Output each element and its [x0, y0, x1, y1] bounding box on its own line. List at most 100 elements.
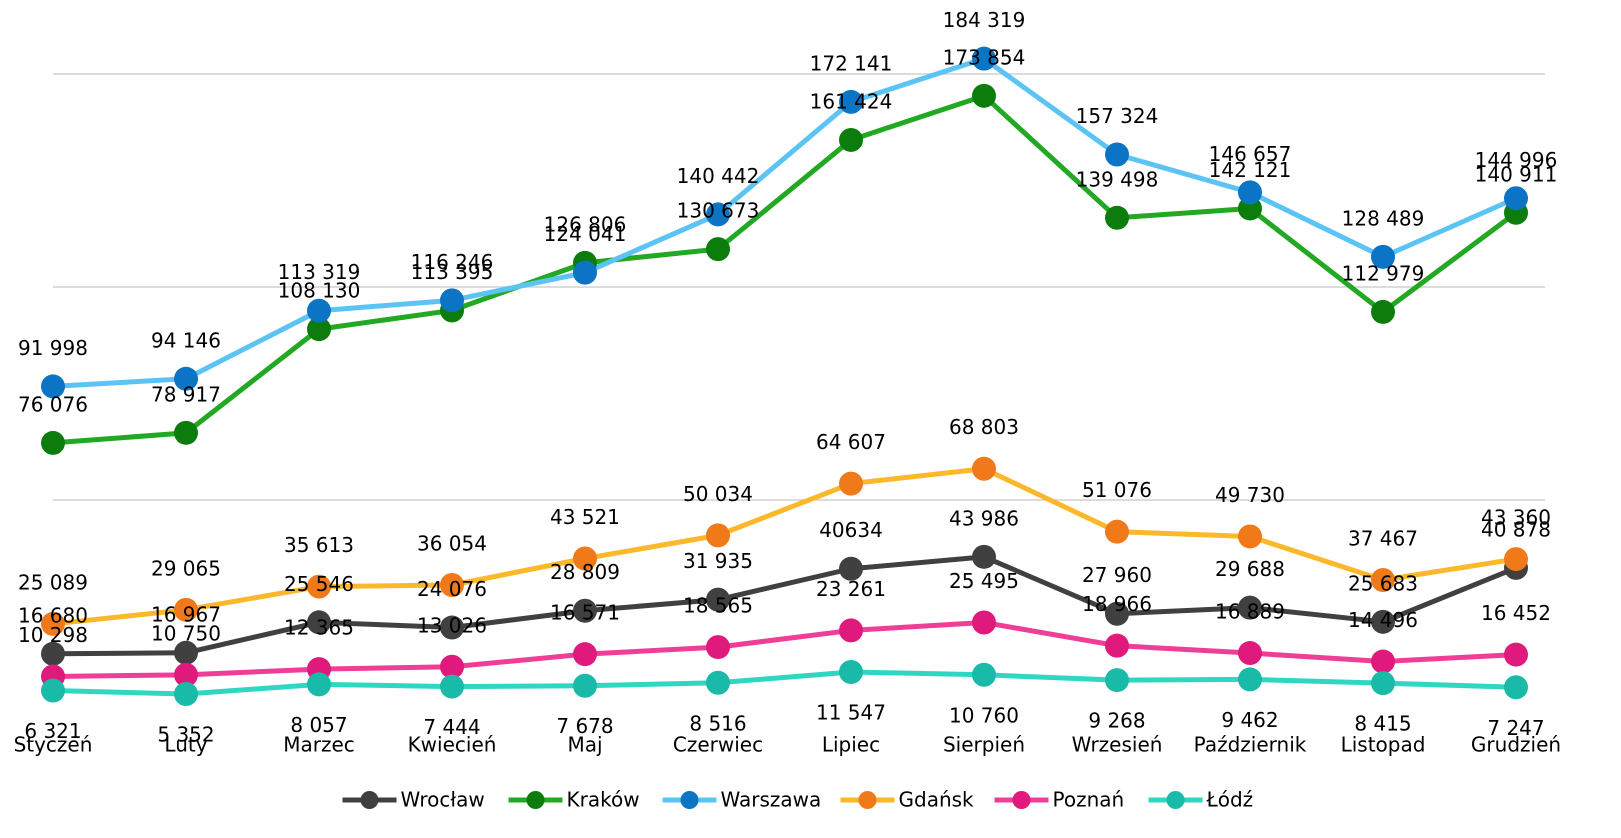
- x-tick-label: Styczeń: [14, 733, 93, 757]
- x-tick-label: Wrzesień: [1072, 733, 1163, 757]
- x-tick-label: Listopad: [1341, 733, 1426, 757]
- data-label: 40 878: [1481, 517, 1551, 541]
- data-label: 40634: [819, 518, 883, 542]
- marker: [1105, 633, 1129, 658]
- marker: [1105, 142, 1129, 167]
- marker: [573, 642, 597, 667]
- data-label: 68 803: [949, 415, 1019, 439]
- data-label: 8 516: [689, 711, 746, 735]
- data-label: 142 121: [1209, 158, 1292, 182]
- series-line: [52, 466, 1517, 627]
- marker: [1238, 595, 1262, 620]
- marker: [41, 678, 65, 703]
- data-label: 11 547: [816, 701, 886, 725]
- x-tick-label: Październik: [1194, 733, 1307, 757]
- data-label: 6 321: [24, 719, 81, 743]
- marker: [440, 288, 464, 313]
- marker: [41, 430, 65, 455]
- data-label: 126 806: [544, 212, 627, 236]
- data-label: 78 917: [151, 382, 221, 406]
- marker: [1371, 671, 1395, 696]
- marker: [972, 46, 996, 71]
- data-label: 25 546: [284, 572, 354, 596]
- data-label: 36 054: [417, 532, 487, 556]
- data-label: 16 967: [151, 602, 221, 626]
- x-tick-label: Lipiec: [822, 733, 880, 757]
- data-label: 64 607: [816, 430, 886, 454]
- marker: [307, 317, 331, 342]
- x-tick-label: Grudzień: [1471, 733, 1561, 757]
- marker: [41, 611, 65, 636]
- data-label: 12 365: [284, 616, 354, 640]
- marker: [440, 674, 464, 699]
- data-label: 28 809: [550, 560, 620, 584]
- legend-label: Łódź: [1206, 788, 1254, 812]
- data-label: 10 298: [18, 623, 88, 647]
- data-label: 51 076: [1082, 478, 1152, 502]
- x-tick-label: Sierpień: [943, 733, 1025, 757]
- marker: [1371, 244, 1395, 269]
- data-label: 94 146: [151, 328, 221, 352]
- data-label: 173 854: [943, 45, 1026, 69]
- data-label: 140 442: [677, 164, 760, 188]
- data-label: 18 565: [683, 594, 753, 618]
- marker: [307, 610, 331, 635]
- marker: [174, 640, 198, 665]
- data-label: 91 998: [18, 336, 88, 360]
- marker: [1371, 299, 1395, 324]
- marker: [573, 598, 597, 623]
- marker: [573, 546, 597, 571]
- data-label: 25 495: [949, 569, 1019, 593]
- marker: [174, 597, 198, 622]
- legend-label: Warszawa: [721, 788, 822, 812]
- data-label: 35 613: [284, 533, 354, 557]
- marker: [839, 127, 863, 152]
- marker: [839, 89, 863, 114]
- series-line: [52, 93, 1518, 446]
- data-label: 16 680: [18, 603, 88, 627]
- legend-marker: [680, 791, 699, 809]
- data-label: 128 489: [1342, 206, 1425, 230]
- legend-marker: [1012, 791, 1031, 809]
- marker: [706, 202, 730, 227]
- data-label: 112 979: [1342, 261, 1425, 285]
- data-label: 146 657: [1209, 142, 1292, 166]
- marker: [839, 660, 863, 685]
- data-label: 16 889: [1215, 600, 1285, 624]
- legend-marker: [526, 791, 545, 809]
- data-label: 9 268: [1088, 709, 1145, 733]
- data-label: 144 996: [1475, 148, 1558, 172]
- data-label: 37 467: [1348, 526, 1418, 550]
- data-label: 7 247: [1487, 716, 1544, 740]
- legend: Wrocław Kraków Warszawa Gdańsk Poznań Łódź: [342, 788, 1254, 812]
- marker: [706, 587, 730, 612]
- data-label: 161 424: [810, 89, 893, 113]
- data-label: 16 452: [1481, 601, 1551, 625]
- marker: [1238, 667, 1262, 692]
- legend-label: Kraków: [567, 788, 640, 812]
- data-label: 140 911: [1475, 162, 1558, 186]
- marker: [706, 523, 730, 548]
- marker: [972, 610, 996, 635]
- data-label: 10 750: [151, 621, 221, 645]
- marker: [41, 374, 65, 399]
- data-label: 7 444: [423, 715, 480, 739]
- data-label: 116 246: [411, 250, 494, 274]
- data-label: 130 673: [677, 199, 760, 223]
- marker: [1238, 524, 1262, 549]
- marker: [972, 662, 996, 687]
- data-label: 24 076: [417, 577, 487, 601]
- marker: [1105, 205, 1129, 230]
- marker: [307, 298, 331, 323]
- marker: [1371, 609, 1395, 634]
- marker: [972, 83, 996, 108]
- marker: [573, 673, 597, 698]
- legend-marker: [1166, 791, 1185, 809]
- marker: [1238, 180, 1262, 205]
- x-tick-label: Maj: [567, 733, 602, 757]
- marker: [573, 260, 597, 285]
- marker: [41, 641, 65, 666]
- data-label: 113 319: [278, 260, 361, 284]
- marker: [1504, 547, 1528, 572]
